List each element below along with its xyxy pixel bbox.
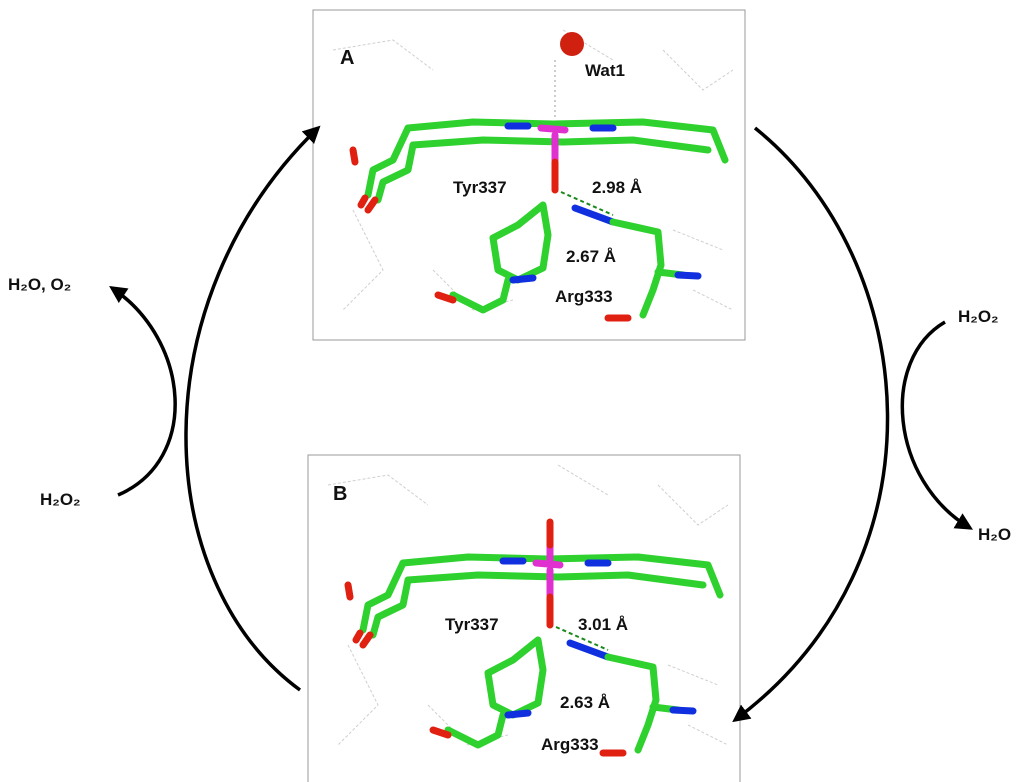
panel-frame — [313, 10, 745, 340]
label: 2.98 Å — [592, 178, 642, 197]
label: Arg333 — [541, 735, 599, 754]
panel-b: B Tyr337 3.01 Å 2.63 Å Arg333 — [308, 455, 740, 782]
label: H₂O₂ — [40, 490, 81, 509]
label: Wat1 — [585, 61, 625, 80]
label: 2.67 Å — [566, 247, 616, 266]
label: Tyr337 — [445, 615, 499, 634]
label: H₂O₂ — [958, 307, 999, 326]
label: H₂O, O₂ — [8, 275, 71, 294]
catalytic-cycle: A Wat1 Tyr337 2.98 Å 2.67 Å Arg333 B Tyr… — [0, 0, 1036, 782]
panel-label: B — [333, 483, 347, 505]
label: Tyr337 — [453, 178, 507, 197]
arrow — [186, 128, 318, 690]
panel-a: A Wat1 Tyr337 2.98 Å 2.67 Å Arg333 — [313, 10, 745, 340]
panel-label: A — [340, 47, 354, 69]
arrow — [112, 288, 175, 495]
label: Arg333 — [555, 287, 613, 306]
arrow — [735, 128, 888, 720]
label: 3.01 Å — [578, 615, 628, 634]
panel-frame — [308, 455, 740, 782]
label: H₂O — [978, 525, 1011, 544]
label: 2.63 Å — [560, 693, 610, 712]
arrow — [902, 322, 970, 528]
water-sphere — [560, 32, 584, 56]
